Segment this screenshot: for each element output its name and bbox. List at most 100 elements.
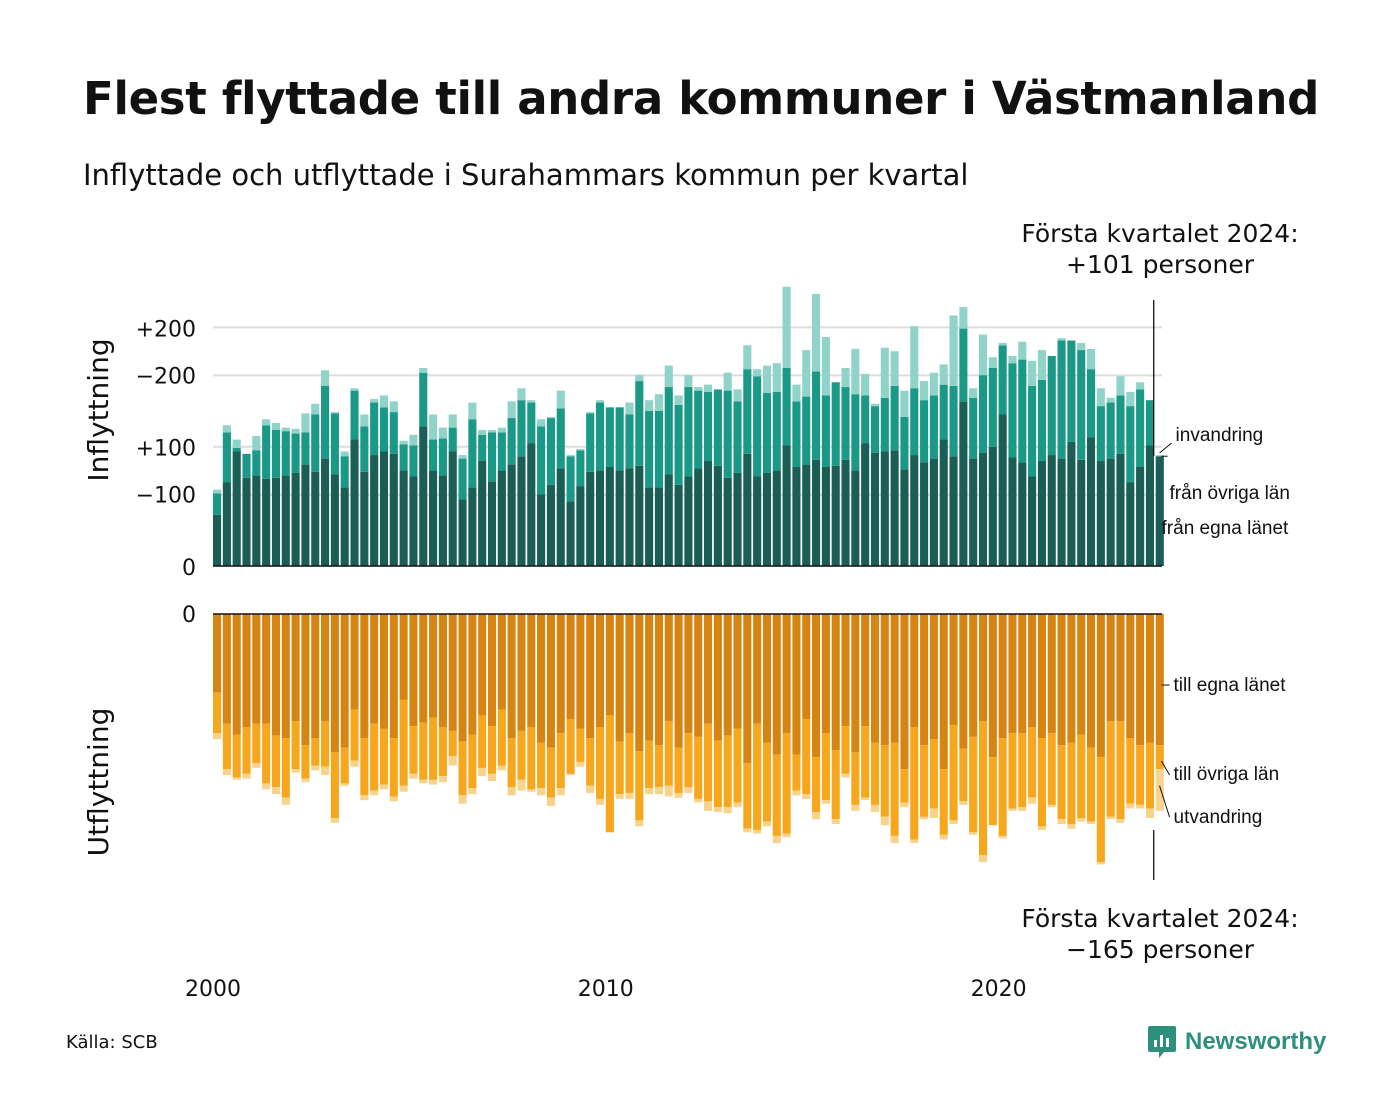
- bar-out: [841, 726, 850, 774]
- bar-in: [262, 425, 271, 479]
- bar-in: [694, 468, 703, 566]
- bar-out: [311, 614, 320, 739]
- bar-in: [969, 397, 978, 459]
- bar-out: [723, 807, 732, 814]
- bar-out: [1106, 721, 1115, 817]
- bar-in: [1067, 441, 1076, 566]
- bar-in: [635, 375, 644, 382]
- bar-out: [900, 769, 909, 803]
- bar-out: [1047, 614, 1056, 734]
- bar-in: [281, 431, 290, 476]
- bar-in: [497, 432, 506, 471]
- x-tick-label: 2020: [971, 977, 1027, 1002]
- bar-in: [978, 452, 988, 566]
- bar-in: [1096, 461, 1105, 566]
- bar-in: [1067, 340, 1076, 442]
- bar-in: [880, 347, 889, 398]
- bar-in: [900, 469, 909, 566]
- bar-in: [468, 487, 477, 566]
- bar-in: [615, 407, 624, 471]
- bar-in: [753, 376, 762, 477]
- bar-out: [841, 773, 850, 778]
- bar-out: [537, 788, 546, 796]
- y-axis-title-bottom: Utflyttning: [82, 708, 115, 857]
- bar-out: [271, 786, 281, 795]
- bar-out: [870, 614, 880, 743]
- bar-in: [311, 403, 320, 415]
- bar-out: [507, 738, 516, 787]
- series-label-till-ovriga-lan: till övriga län: [1174, 764, 1280, 785]
- bar-out: [1145, 742, 1154, 809]
- bar-out: [232, 734, 241, 778]
- bar-out: [399, 785, 408, 792]
- bar-in: [458, 455, 467, 459]
- bar-in: [232, 439, 241, 448]
- bar-in: [762, 393, 772, 473]
- bar-in: [762, 365, 772, 394]
- bar-out: [870, 742, 880, 805]
- bar-out: [998, 835, 1007, 839]
- bar-out: [262, 723, 271, 784]
- bar-out: [792, 614, 801, 755]
- bar-in: [1057, 458, 1066, 566]
- bar-out: [595, 727, 605, 799]
- bar-in: [517, 456, 526, 566]
- bar-in: [448, 414, 457, 428]
- bar-out: [831, 750, 840, 820]
- bar-out: [998, 738, 1007, 836]
- bar-in: [625, 468, 634, 566]
- bar-in: [389, 401, 398, 413]
- bar-out: [645, 614, 654, 741]
- bar-out: [615, 741, 624, 795]
- bar-out: [851, 752, 860, 805]
- bar-in: [458, 458, 467, 500]
- bar-in: [497, 427, 506, 433]
- bar-out: [949, 724, 958, 821]
- bar-in: [213, 493, 222, 515]
- bar-out: [586, 614, 595, 739]
- bar-out: [1086, 821, 1096, 824]
- bar-in: [605, 407, 614, 467]
- bar-in: [851, 394, 860, 471]
- bar-out: [1136, 804, 1145, 809]
- bar-out: [762, 821, 772, 827]
- bar-out: [252, 614, 261, 724]
- axis-layer: 0 +100 +200 0 −100 −200 Inflyttning Utflyttning…: [82, 300, 1162, 1002]
- bar-in: [546, 484, 555, 566]
- bar-in: [743, 345, 752, 370]
- bar-in: [409, 445, 418, 477]
- bar-in: [252, 435, 261, 451]
- bar-in: [1155, 456, 1164, 566]
- bar-in: [782, 286, 791, 368]
- bar-out: [743, 828, 752, 833]
- bar-out: [802, 614, 811, 719]
- bar-out: [812, 614, 821, 758]
- bar-out: [399, 699, 408, 786]
- bar-in: [723, 372, 732, 391]
- bar-in: [262, 419, 271, 426]
- bar-out: [664, 721, 673, 786]
- bar-in: [595, 470, 605, 566]
- bar-in: [507, 401, 516, 419]
- bar-out: [635, 614, 644, 752]
- bar-out: [350, 614, 359, 710]
- bar-in: [870, 452, 880, 566]
- y-tick-label-top: +100: [136, 437, 196, 462]
- bar-in: [694, 390, 703, 469]
- bar-out: [959, 748, 968, 802]
- bar-in: [586, 413, 595, 472]
- bar-out: [713, 807, 722, 813]
- bar-in: [978, 334, 988, 376]
- bar-in: [478, 430, 487, 435]
- bar-in: [1106, 397, 1115, 403]
- series-label-utvandring: utvandring: [1174, 807, 1263, 828]
- bar-out: [1116, 721, 1125, 820]
- bar-in: [969, 458, 978, 566]
- bar-in: [792, 466, 801, 566]
- bar-out: [684, 733, 693, 787]
- bar-out: [438, 614, 447, 728]
- bar-in: [998, 345, 1007, 415]
- bar-out: [1077, 614, 1086, 735]
- bar-in: [379, 407, 389, 452]
- bar-out: [939, 769, 948, 835]
